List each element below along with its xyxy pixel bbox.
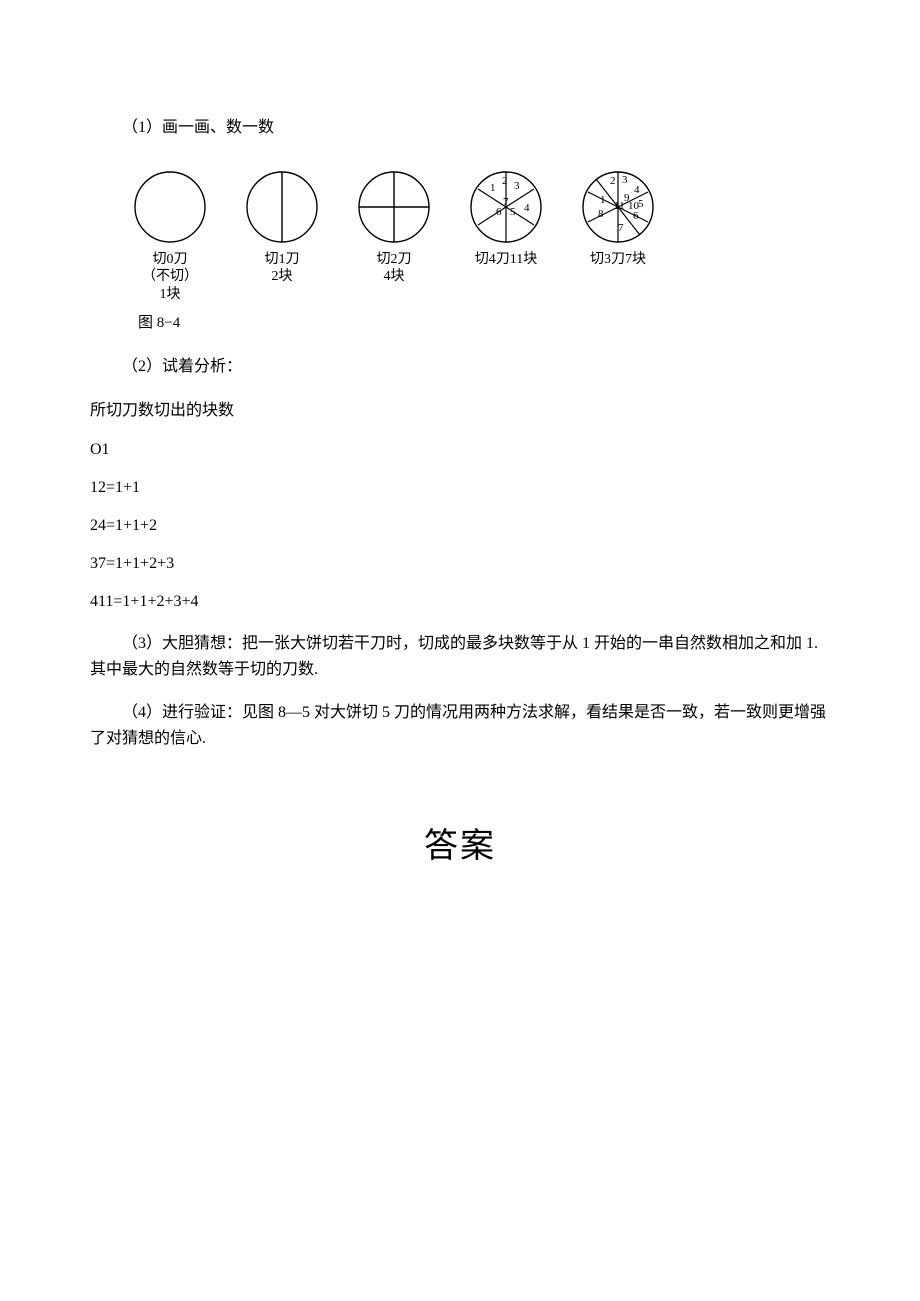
- figure-label: 图 8−4: [138, 311, 830, 332]
- region-number: 5: [510, 206, 516, 218]
- formula-row: 12=1+1: [90, 479, 830, 497]
- region-number: 3: [514, 180, 520, 192]
- table-heading: 所切刀数切出的块数: [90, 398, 830, 424]
- caption-line: 切0刀: [153, 252, 188, 267]
- region-number: 2: [502, 175, 508, 187]
- circle-1-caption: 切1刀 2块: [265, 251, 300, 286]
- region-number: 7: [618, 222, 624, 234]
- caption-line: （不切）: [142, 269, 198, 284]
- circle-0-caption: 切0刀 （不切） 1块: [142, 251, 198, 304]
- formula-block: O1 12=1+1 24=1+1+2 37=1+1+2+3 411=1+1+2+…: [90, 441, 830, 611]
- circle-3-cuts: 1 2 3 4 5 6 7 8 9 10 11 切3刀7块: [578, 167, 658, 269]
- formula-row: O1: [90, 441, 830, 459]
- region-number: 1: [490, 182, 496, 194]
- caption-line: 切2刀: [377, 252, 412, 267]
- region-number: 6: [496, 206, 502, 218]
- diagram-row: 切0刀 （不切） 1块 切1刀 2块 切2刀: [130, 167, 830, 304]
- step4-text: （4）进行验证：见图 8—5 对大饼切 5 刀的情况用两种方法求解，看结果是否一…: [90, 700, 830, 751]
- circle-0-svg: [130, 167, 210, 247]
- circle-0-cuts: 切0刀 （不切） 1块: [130, 167, 210, 304]
- circle-2-caption: 切2刀 4块: [377, 251, 412, 286]
- region-number: 2: [610, 175, 616, 187]
- circle-4-svg: 1 2 3 4 5 6 7: [466, 167, 546, 247]
- circle-4-caption: 切4刀11块: [475, 251, 537, 269]
- region-number: 1: [600, 194, 606, 206]
- region-number: 4: [524, 202, 530, 214]
- circle-4-cuts: 1 2 3 4 5 6 7 切4刀11块: [466, 167, 546, 269]
- formula-row: 37=1+1+2+3: [90, 555, 830, 573]
- circle-3-svg: 1 2 3 4 5 6 7 8 9 10 11: [578, 167, 658, 247]
- caption-line: 4块: [384, 269, 405, 284]
- caption-line: 切1刀: [265, 252, 300, 267]
- formula-row: 24=1+1+2: [90, 517, 830, 535]
- region-number: 3: [622, 174, 628, 186]
- formula-row: 411=1+1+2+3+4: [90, 593, 830, 611]
- step1-heading: （1）画一画、数一数: [90, 115, 830, 141]
- circle-1-svg: [242, 167, 322, 247]
- circle-3-caption: 切3刀7块: [590, 251, 646, 269]
- region-number: 4: [634, 184, 640, 196]
- circle-2-svg: [354, 167, 434, 247]
- region-number: 11: [614, 200, 625, 212]
- circle-1-cut: 切1刀 2块: [242, 167, 322, 286]
- caption-line: 2块: [272, 269, 293, 284]
- caption-line: 1块: [160, 287, 181, 302]
- step3-text: （3）大胆猜想：把一张大饼切若干刀时，切成的最多块数等于从 1 开始的一串自然数…: [90, 631, 830, 682]
- region-number: 10: [628, 200, 640, 212]
- step2-heading: （2）试着分析：: [90, 354, 830, 380]
- answer-title: 答案: [90, 818, 830, 867]
- region-number: 7: [503, 196, 509, 208]
- region-number: 8: [598, 208, 604, 220]
- circle-2-cuts: 切2刀 4块: [354, 167, 434, 286]
- caption-line: 切3刀7块: [590, 252, 646, 267]
- caption-line: 切4刀11块: [475, 252, 537, 267]
- page: （1）画一画、数一数 切0刀 （不切） 1块 切1刀 2块: [0, 0, 920, 1301]
